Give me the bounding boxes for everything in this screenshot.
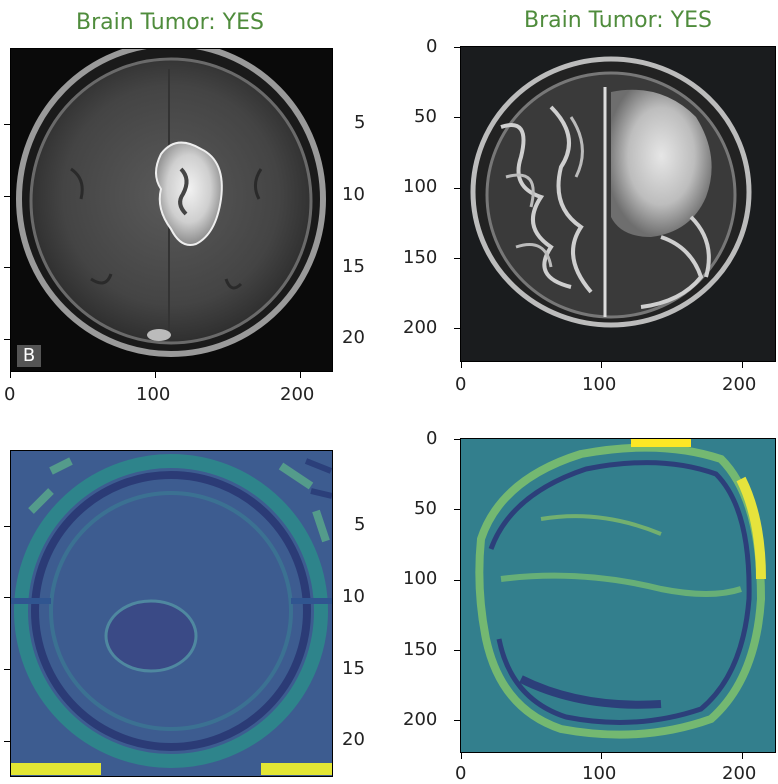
br-ytick-200: 200 (403, 709, 438, 730)
mri-corner-letter: B (17, 345, 41, 367)
tl-xtick-100: 100 (136, 384, 171, 405)
tl-xtick-200: 200 (280, 384, 315, 405)
feature-map-bottom-right (460, 438, 776, 753)
title-top-left: Brain Tumor: YES (76, 10, 264, 35)
tr-xtick-100: 100 (582, 374, 617, 395)
feature-map-bottom-left (10, 450, 333, 777)
tl-ytick-10: 10 (342, 184, 365, 205)
bl-ytick-10: 10 (342, 586, 365, 607)
br-xtick-0: 0 (455, 763, 467, 784)
title-top-right: Brain Tumor: YES (524, 8, 712, 33)
br-ytick-0: 0 (426, 428, 438, 449)
br-ytick-100: 100 (403, 568, 438, 589)
bl-ytick-5: 5 (354, 514, 366, 535)
tr-xtick-0: 0 (455, 374, 467, 395)
tl-xtick-0: 0 (4, 384, 16, 405)
mri-image-top-left: B (10, 48, 333, 372)
mri-image-top-right (460, 46, 776, 362)
br-xtick-200: 200 (722, 763, 757, 784)
tl-ytick-5: 5 (354, 112, 366, 133)
tr-xtick-200: 200 (722, 374, 757, 395)
bl-ytick-15: 15 (342, 658, 365, 679)
tr-ytick-0: 0 (426, 36, 438, 57)
tr-ytick-50: 50 (414, 106, 437, 127)
tr-ytick-200: 200 (403, 317, 438, 338)
br-ytick-50: 50 (414, 498, 437, 519)
bl-ytick-20: 20 (342, 729, 365, 750)
br-xtick-100: 100 (582, 763, 617, 784)
tl-ytick-15: 15 (342, 256, 365, 277)
br-ytick-150: 150 (403, 639, 438, 660)
tr-ytick-150: 150 (403, 247, 438, 268)
tl-ytick-20: 20 (342, 327, 365, 348)
tr-ytick-100: 100 (403, 176, 438, 197)
